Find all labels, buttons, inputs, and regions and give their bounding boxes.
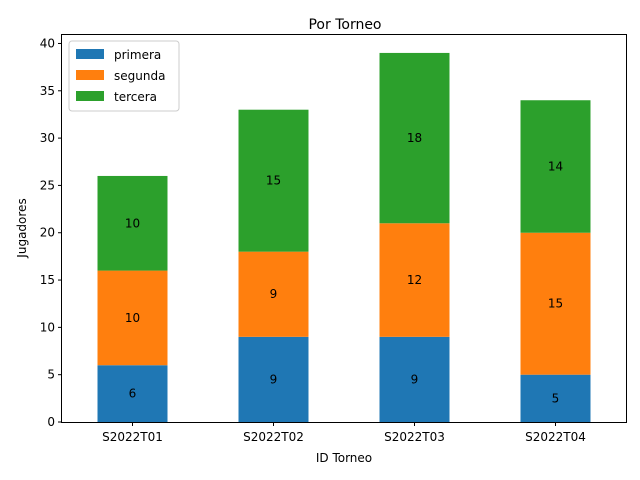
- bar-primera-S2022T01: [97, 365, 168, 422]
- legend-swatch-segunda: [76, 70, 104, 80]
- y-axis: 0 5 10 15 20 25 30 35 40: [40, 36, 62, 429]
- data-label-tercera-S2022T02: 15: [266, 174, 281, 188]
- data-label-primera-S2022T02: 9: [270, 372, 278, 386]
- bar-primera-S2022T02: [238, 336, 309, 422]
- legend-swatch-primera: [76, 49, 104, 59]
- y-tick-label-0: 0: [47, 415, 55, 429]
- legend-label-tercera: tercera: [114, 90, 157, 104]
- x-axis-label: ID Torneo: [316, 451, 372, 465]
- chart-title: Por Torneo: [308, 17, 381, 33]
- x-tick-label-S2022T01: S2022T01: [102, 430, 163, 444]
- data-labels-layer: 6 10 10 9 9 15 9 12 18 5 15 14: [125, 131, 563, 405]
- data-label-segunda-S2022T02: 9: [270, 287, 278, 301]
- data-label-tercera-S2022T04: 14: [548, 159, 563, 173]
- bar-segunda-S2022T03: [379, 223, 450, 337]
- data-label-tercera-S2022T03: 18: [407, 131, 422, 145]
- legend-label-primera: primera: [114, 48, 161, 62]
- y-tick-label-5: 5: [47, 368, 55, 382]
- y-tick-label-40: 40: [40, 36, 55, 50]
- y-tick-label-30: 30: [40, 131, 55, 145]
- bar-segunda-S2022T01: [97, 270, 168, 366]
- y-tick-label-15: 15: [40, 273, 55, 287]
- data-label-segunda-S2022T03: 12: [407, 273, 422, 287]
- y-tick-label-20: 20: [40, 226, 55, 240]
- data-label-primera-S2022T04: 5: [552, 391, 560, 405]
- bar-primera-S2022T04: [520, 374, 591, 422]
- bars-layer: [97, 52, 591, 422]
- x-axis: S2022T01 S2022T02 S2022T03 S2022T04: [102, 422, 586, 444]
- plot-frame: [61, 34, 627, 423]
- data-label-primera-S2022T03: 9: [411, 372, 419, 386]
- legend-swatch-tercera: [76, 91, 104, 101]
- bar-tercera-S2022T01: [97, 175, 168, 271]
- bar-primera-S2022T03: [379, 336, 450, 422]
- y-axis-label: Jugadores: [15, 198, 29, 258]
- data-label-segunda-S2022T04: 15: [548, 297, 563, 311]
- legend: primera segunda tercera: [68, 40, 180, 112]
- y-tick-label-10: 10: [40, 320, 55, 334]
- y-tick-label-35: 35: [40, 84, 55, 98]
- y-tick-label-25: 25: [40, 178, 55, 192]
- x-tick-label-S2022T04: S2022T04: [525, 430, 586, 444]
- x-tick-label-S2022T02: S2022T02: [243, 430, 304, 444]
- bar-segunda-S2022T02: [238, 251, 309, 337]
- x-tick-label-S2022T03: S2022T03: [384, 430, 445, 444]
- bar-segunda-S2022T04: [520, 232, 591, 375]
- data-label-tercera-S2022T01: 10: [125, 216, 140, 230]
- bar-tercera-S2022T04: [520, 100, 591, 233]
- data-label-primera-S2022T01: 6: [129, 387, 137, 401]
- bar-tercera-S2022T02: [238, 109, 309, 252]
- data-label-segunda-S2022T01: 10: [125, 311, 140, 325]
- legend-label-segunda: segunda: [114, 69, 165, 83]
- bar-tercera-S2022T03: [379, 52, 450, 224]
